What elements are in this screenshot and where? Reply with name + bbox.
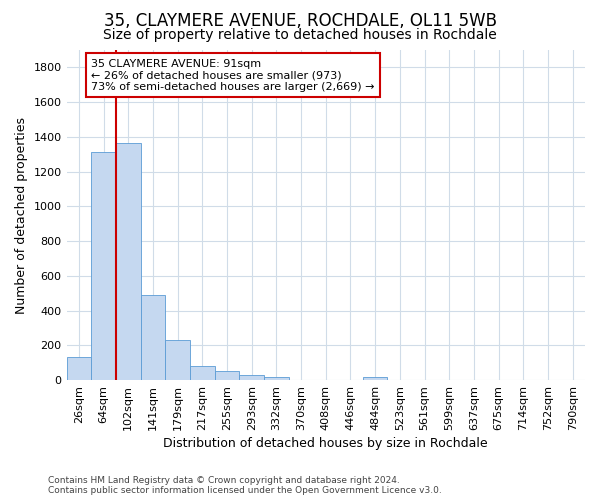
Bar [165,340,190,380]
Text: 35, CLAYMERE AVENUE, ROCHDALE, OL11 5WB: 35, CLAYMERE AVENUE, ROCHDALE, OL11 5WB [104,12,497,30]
Bar [190,366,215,380]
Bar [363,376,388,380]
X-axis label: Distribution of detached houses by size in Rochdale: Distribution of detached houses by size … [163,437,488,450]
Bar [215,372,239,380]
Text: 35 CLAYMERE AVENUE: 91sqm
← 26% of detached houses are smaller (973)
73% of semi: 35 CLAYMERE AVENUE: 91sqm ← 26% of detac… [91,58,375,92]
Bar [67,356,91,380]
Bar [140,295,165,380]
Text: Size of property relative to detached houses in Rochdale: Size of property relative to detached ho… [103,28,497,42]
Text: Contains HM Land Registry data © Crown copyright and database right 2024.
Contai: Contains HM Land Registry data © Crown c… [48,476,442,495]
Bar [91,152,116,380]
Bar [116,143,140,380]
Bar [264,378,289,380]
Bar [239,375,264,380]
Y-axis label: Number of detached properties: Number of detached properties [15,116,28,314]
